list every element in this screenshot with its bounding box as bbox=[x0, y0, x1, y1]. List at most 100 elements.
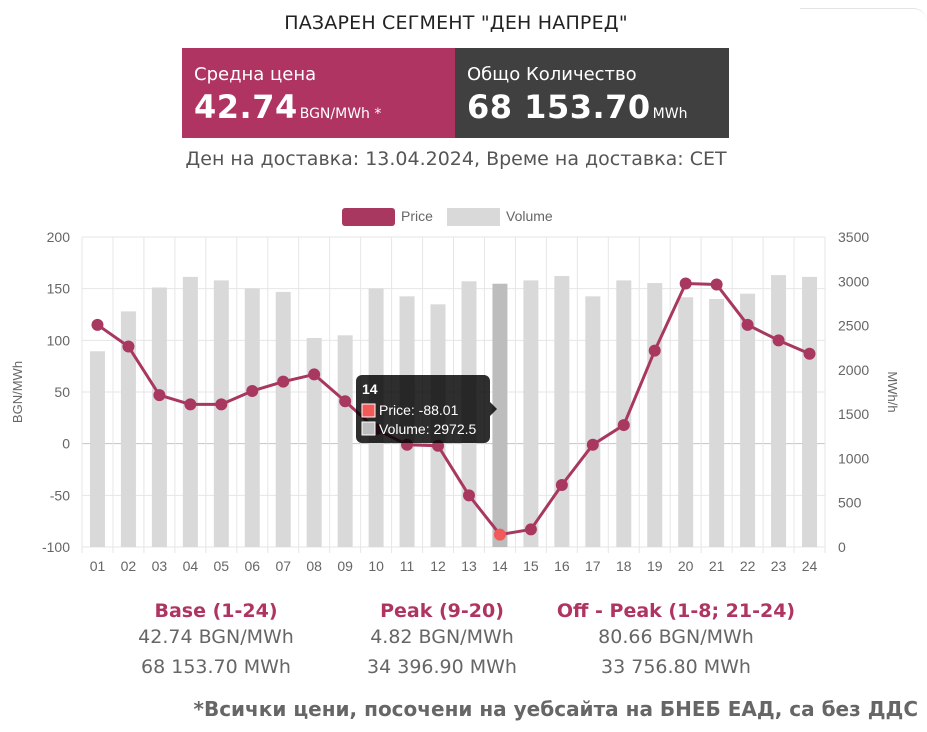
x-tick-label: 16 bbox=[554, 558, 570, 574]
volume-bar bbox=[89, 351, 105, 547]
tooltip-swatch-volume bbox=[361, 421, 376, 436]
x-tick-label: 21 bbox=[709, 558, 725, 574]
x-tick-label: 18 bbox=[616, 558, 632, 574]
summary-peak-volume: 34 396.90 MWh bbox=[367, 656, 517, 678]
y-tick-label: 150 bbox=[47, 281, 71, 297]
x-tick-label: 05 bbox=[214, 558, 230, 574]
x-tick-label: 17 bbox=[585, 558, 601, 574]
volume-bar bbox=[709, 299, 725, 547]
x-tick-label: 12 bbox=[430, 558, 446, 574]
legend-swatch-volume bbox=[447, 208, 500, 226]
x-tick-label: 14 bbox=[492, 558, 508, 574]
tooltip-volume: Volume: 2972.5 bbox=[379, 421, 477, 437]
x-tick-label: 23 bbox=[771, 558, 787, 574]
x-tick-label: 01 bbox=[90, 558, 106, 574]
y-tick-label: -100 bbox=[42, 539, 70, 555]
price-point bbox=[617, 419, 630, 432]
tooltip-title: 14 bbox=[362, 381, 378, 397]
price-point bbox=[91, 318, 104, 331]
x-tick-label: 06 bbox=[244, 558, 260, 574]
total-quantity-value: 68 153.70 bbox=[467, 88, 651, 126]
volume-bar bbox=[120, 311, 136, 547]
volume-bar bbox=[306, 337, 322, 547]
y2-tick-label: 3500 bbox=[838, 229, 869, 245]
y2-tick-label: 2500 bbox=[838, 318, 869, 334]
average-price-label: Средна цена bbox=[194, 64, 317, 85]
y2-tick-label: 0 bbox=[838, 539, 846, 555]
price-point bbox=[462, 489, 475, 502]
price-point bbox=[153, 389, 166, 402]
volume-bar bbox=[771, 275, 787, 547]
x-tick-label: 04 bbox=[183, 558, 199, 574]
y2-tick-label: 2000 bbox=[838, 362, 869, 378]
volume-bar bbox=[585, 296, 601, 547]
panel-frame-edge bbox=[800, 8, 927, 39]
price-point bbox=[122, 340, 135, 353]
x-tick-label: 11 bbox=[400, 558, 415, 574]
price-point bbox=[648, 344, 661, 357]
price-point bbox=[586, 438, 599, 451]
price-point bbox=[246, 384, 259, 397]
total-quantity-unit: MWh bbox=[652, 106, 688, 122]
average-price-value: 42.74 bbox=[194, 88, 298, 126]
legend-swatch-price bbox=[342, 208, 395, 226]
volume-bar bbox=[616, 280, 632, 547]
tooltip-swatch-price bbox=[361, 403, 376, 418]
y2-axis-title: MWh/h bbox=[885, 371, 900, 412]
y2-tick-label: 1000 bbox=[838, 450, 869, 466]
tooltip-price: Price: -88.01 bbox=[379, 402, 459, 418]
price-point bbox=[184, 398, 197, 411]
volume-bar bbox=[182, 276, 198, 547]
price-point bbox=[710, 278, 723, 291]
price-point bbox=[772, 334, 785, 347]
y-tick-label: 100 bbox=[47, 332, 71, 348]
price-point bbox=[493, 528, 506, 541]
volume-bar bbox=[275, 291, 291, 547]
average-price-box: Средна цена 42.74 BGN/MWh * bbox=[182, 48, 455, 138]
volume-bar bbox=[244, 288, 260, 547]
summary-base: Base (1-24) 42.74 BGN/MWh 68 153.70 MWh bbox=[116, 600, 316, 682]
y2-tick-label: 500 bbox=[838, 495, 862, 511]
volume-bar bbox=[523, 280, 539, 547]
volume-bar bbox=[802, 276, 818, 547]
average-price-value-row: 42.74 BGN/MWh * bbox=[194, 88, 455, 126]
summary-peak-price: 4.82 BGN/MWh bbox=[370, 626, 514, 648]
price-volume-chart[interactable]: 200150100500-50-100350030002500200015001… bbox=[0, 195, 927, 585]
x-tick-label: 03 bbox=[152, 558, 168, 574]
x-tick-label: 24 bbox=[802, 558, 818, 574]
x-tick-label: 20 bbox=[678, 558, 694, 574]
total-quantity-value-row: 68 153.70 MWh bbox=[467, 88, 729, 126]
x-tick-label: 10 bbox=[368, 558, 384, 574]
price-point bbox=[555, 479, 568, 491]
price-point bbox=[277, 375, 290, 388]
legend-label-volume: Volume bbox=[506, 208, 553, 224]
tooltip-caret bbox=[490, 402, 497, 416]
legend-label-price: Price bbox=[401, 208, 433, 224]
volume-bar bbox=[337, 335, 353, 547]
summary-off-peak-price: 80.66 BGN/MWh bbox=[598, 626, 754, 648]
delivery-info: Ден на доставка: 13.04.2024, Време на до… bbox=[185, 148, 727, 170]
summary-off-peak-heading: Off - Peak (1-8; 21-24) bbox=[556, 600, 796, 622]
vat-footnote: *Всички цени, посочени на уебсайта на БН… bbox=[193, 697, 918, 721]
total-quantity-label: Общо Количество bbox=[467, 64, 637, 85]
x-tick-label: 08 bbox=[306, 558, 322, 574]
summary-off-peak-volume: 33 756.80 MWh bbox=[601, 656, 751, 678]
price-point bbox=[339, 395, 352, 408]
summary-base-price: 42.74 BGN/MWh bbox=[138, 626, 294, 648]
price-point bbox=[308, 368, 321, 381]
volume-bar bbox=[647, 283, 663, 547]
volume-bar bbox=[554, 275, 570, 547]
tooltip-box bbox=[356, 375, 490, 443]
page-title: ПАЗАРЕН СЕГМЕНТ "ДЕН НАПРЕД" bbox=[284, 12, 628, 34]
total-quantity-box: Общо Количество 68 153.70 MWh bbox=[455, 48, 729, 138]
average-price-unit: BGN/MWh * bbox=[299, 106, 382, 122]
x-tick-label: 02 bbox=[121, 558, 137, 574]
price-point bbox=[524, 523, 537, 536]
price-point bbox=[741, 318, 754, 331]
price-point bbox=[803, 347, 816, 360]
price-point bbox=[215, 398, 228, 411]
summary-base-volume: 68 153.70 MWh bbox=[141, 656, 291, 678]
summary-off-peak: Off - Peak (1-8; 21-24) 80.66 BGN/MWh 33… bbox=[546, 600, 806, 682]
y-tick-label: -50 bbox=[50, 487, 70, 503]
x-tick-label: 19 bbox=[647, 558, 663, 574]
